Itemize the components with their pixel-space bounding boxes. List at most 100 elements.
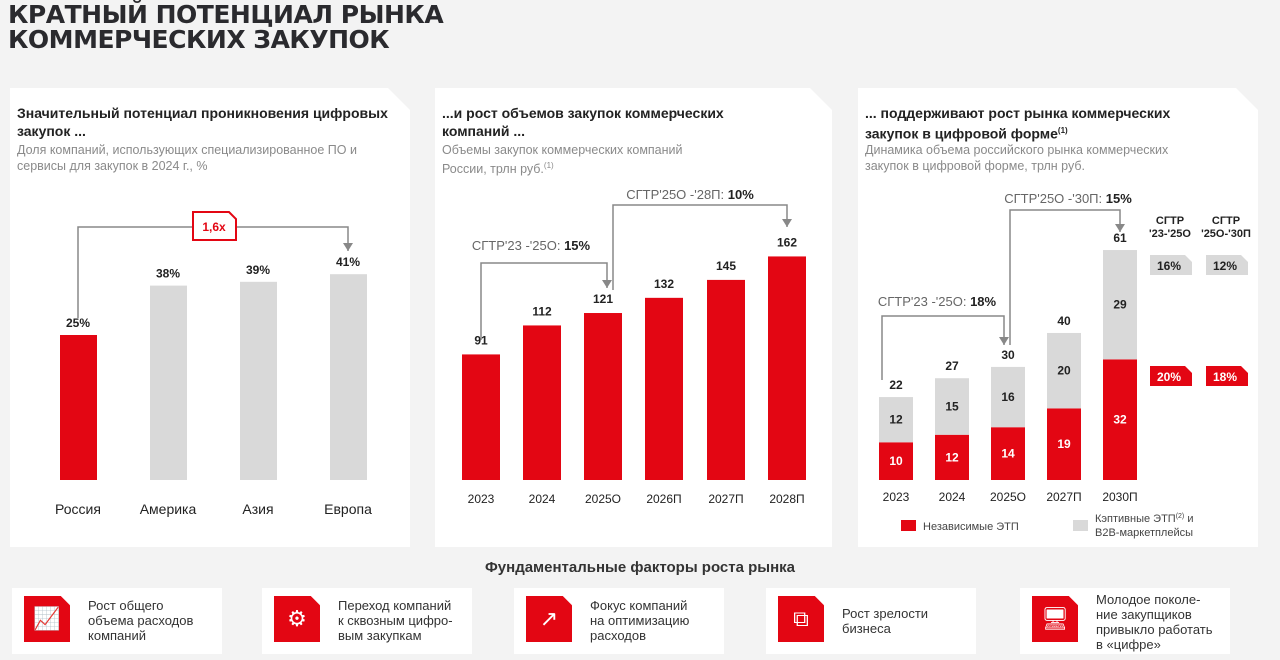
factor-card: ⧉ Рост зрелости бизнеса xyxy=(766,588,976,654)
title-line-1: КРАТНЫЙ ПОТЕНЦИАЛ РЫНКА xyxy=(8,0,444,29)
factor-card: ⚙ Переход компаний к сквозным цифро- вым … xyxy=(262,588,472,654)
bar-Россия xyxy=(60,335,97,480)
panel-subtitle: Доля компаний, использующих специализиро… xyxy=(17,143,357,173)
subtitle-text: Объемы закупок коммерческих компаний Рос… xyxy=(442,143,683,177)
cagr-value: 18% xyxy=(1213,370,1237,384)
bar-2024 xyxy=(523,325,561,480)
segment-value-label: 12 xyxy=(945,450,959,464)
cagr-header: '23-'25О xyxy=(1149,228,1191,240)
bar-Европа xyxy=(330,274,367,480)
cagr-badge xyxy=(1206,366,1248,386)
x-tick-label: 2027П xyxy=(1046,490,1081,504)
bar-value-label: 41% xyxy=(336,255,360,269)
bar-value-label: 91 xyxy=(474,333,488,347)
digital-gear-icon: ⚙ xyxy=(274,596,320,642)
panel-heading: ...и рост объемов закупок коммерческих к… xyxy=(442,105,724,139)
bar-value-label: 38% xyxy=(156,267,180,281)
x-tick-label: 2027П xyxy=(708,492,743,506)
total-value-label: 27 xyxy=(945,359,959,373)
bar-captive-2027П xyxy=(1047,332,1081,409)
factor-card: ↗ Фокус компаний на оптимизацию расходов xyxy=(514,588,724,654)
footnote-mark: (1) xyxy=(543,161,554,170)
cagr-arrow-1 xyxy=(480,262,608,340)
segment-value-label: 29 xyxy=(1113,298,1127,312)
factor-text: Рост общего объема расходов компаний xyxy=(88,598,194,643)
bar-independent-2025О xyxy=(991,427,1025,480)
total-value-label: 61 xyxy=(1113,231,1127,245)
segment-value-label: 32 xyxy=(1113,413,1127,427)
x-tick-label: 2028П xyxy=(769,492,804,506)
segment-value-label: 10 xyxy=(889,454,903,468)
bar-value-label: 132 xyxy=(654,277,674,291)
bar-2027П xyxy=(707,279,745,480)
segment-value-label: 12 xyxy=(889,413,903,427)
bar-2028П xyxy=(768,256,806,480)
cagr-badge xyxy=(1150,366,1192,386)
cagr-arrow-1 xyxy=(881,315,1005,380)
legend-swatch-captive xyxy=(1073,520,1088,531)
bar-value-label: 145 xyxy=(716,259,736,273)
x-tick-label: 2025О xyxy=(585,492,621,506)
connector-arrow-head xyxy=(343,243,353,251)
multiplier-badge xyxy=(192,211,237,241)
computer-settings-icon: 🖥 xyxy=(1032,596,1078,642)
cagr-arrow-2 xyxy=(1009,209,1121,345)
bar-Азия xyxy=(240,281,277,480)
cagr-header: СГТР xyxy=(1156,215,1184,227)
multiplier-label: 1,6x xyxy=(202,220,226,234)
x-tick-label: Азия xyxy=(242,501,273,517)
panel-heading: ... поддерживают рост рынка коммерческих… xyxy=(865,104,1195,143)
legend-swatch-independent xyxy=(901,520,916,531)
panel-subtitle: Объемы закупок коммерческих компаний Рос… xyxy=(442,142,712,177)
factor-text: Фокус компаний на оптимизацию расходов xyxy=(590,598,690,643)
x-tick-label: 2024 xyxy=(939,490,966,504)
x-tick-label: Америка xyxy=(140,501,197,517)
total-value-label: 22 xyxy=(889,378,903,392)
bar-captive-2024 xyxy=(935,378,969,435)
segment-value-label: 14 xyxy=(1001,447,1015,461)
cost-optimization-icon: ↗ xyxy=(526,596,572,642)
bar-value-label: 25% xyxy=(66,316,90,330)
cagr-arrow-2 xyxy=(612,204,788,290)
cagr-arrow-1-head xyxy=(602,280,612,288)
bar-captive-2023 xyxy=(879,397,913,443)
cagr-badge xyxy=(1150,255,1192,275)
x-tick-label: 2024 xyxy=(529,492,556,506)
cagr-arrow-2-head xyxy=(782,219,792,227)
x-tick-label: 2023 xyxy=(468,492,495,506)
bar-2025О xyxy=(584,313,622,480)
x-tick-label: Россия xyxy=(55,501,101,517)
title-line-2: КОММЕРЧЕСКИХ ЗАКУПОК xyxy=(8,25,390,54)
cagr-label-2: СГТР'25О -'28П: 10% xyxy=(626,187,754,202)
cagr-arrow-2-head xyxy=(1115,224,1125,232)
panel-heading: Значительный потенциал проникновения циф… xyxy=(17,105,388,139)
cagr-badge xyxy=(1206,255,1248,275)
bar-2023 xyxy=(462,354,500,480)
bar-value-label: 39% xyxy=(246,263,270,277)
panel-subtitle: Динамика объема российского рынка коммер… xyxy=(865,143,1169,173)
bar-value-label: 121 xyxy=(593,292,613,306)
factors-title: Фундаментальные факторы роста рынка xyxy=(484,559,796,576)
cagr-header: СГТР xyxy=(1212,215,1240,227)
cagr-header: '25О-'30П xyxy=(1201,228,1251,240)
factor-card: 📈 Рост общего объема расходов компаний xyxy=(12,588,222,654)
x-tick-label: 2026П xyxy=(646,492,681,506)
panel-procurement-volume: ...и рост объемов закупок коммерческих к… xyxy=(435,88,832,547)
legend-label-independent: Независимые ЭТП xyxy=(923,521,1019,533)
factor-card: 🖥 Молодое поколе- ние закупщиков привыкло… xyxy=(1020,588,1230,654)
bar-value-label: 112 xyxy=(532,304,552,318)
cagr-label-2: СГТР'25О -'30П: 15% xyxy=(1004,191,1132,206)
legend-label-captive: Кэптивные ЭТП(2) и B2B-маркетплейсы xyxy=(1095,513,1193,539)
bar-2026П xyxy=(645,297,683,480)
cagr-arrow-1-head xyxy=(999,337,1009,345)
footnote-mark: (1) xyxy=(1057,126,1068,135)
bar-value-label: 162 xyxy=(777,235,797,249)
page-title: КРАТНЫЙ ПОТЕНЦИАЛ РЫНКА КОММЕРЧЕСКИХ ЗАКУ… xyxy=(8,0,444,54)
x-tick-label: 2023 xyxy=(883,490,910,504)
bar-captive-2025О xyxy=(991,366,1025,428)
total-value-label: 30 xyxy=(1001,348,1015,362)
cagr-label-1: СГТР'23 -'25О: 18% xyxy=(878,294,997,309)
bar-independent-2024 xyxy=(935,434,969,480)
bar-Америка xyxy=(150,285,187,480)
